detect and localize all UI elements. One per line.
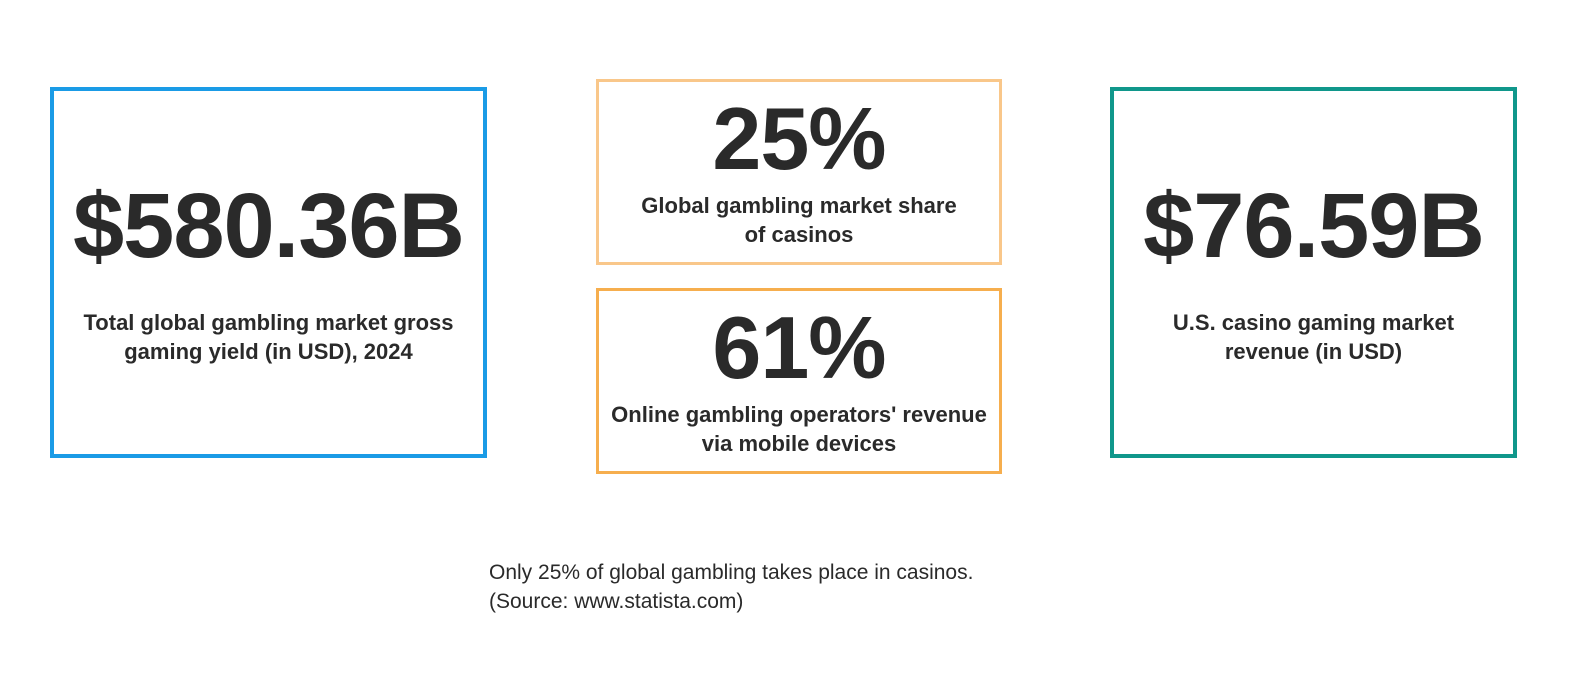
stat-label-total-market: Total global gambling market gross gamin… bbox=[83, 309, 454, 364]
stat-label-us-casino-revenue: U.S. casino gaming market revenue (in US… bbox=[1172, 309, 1455, 364]
stat-card-us-casino-revenue: $76.59B U.S. casino gaming market revenu… bbox=[1110, 87, 1517, 458]
stat-value-us-casino-revenue: $76.59B bbox=[1143, 174, 1485, 277]
stat-card-mobile-revenue: 61% Online gambling operators' revenue v… bbox=[596, 288, 1002, 474]
stat-value-casino-share: 25% bbox=[712, 89, 886, 188]
caption-text: Only 25% of global gambling takes place … bbox=[489, 561, 974, 584]
stat-card-casino-share: 25% Global gambling market share of casi… bbox=[596, 79, 1002, 265]
stat-value-mobile-revenue: 61% bbox=[712, 298, 886, 397]
caption: Only 25% of global gambling takes place … bbox=[489, 558, 1109, 616]
caption-source: (Source: www.statista.com) bbox=[489, 590, 744, 613]
stat-card-total-market: $580.36B Total global gambling market gr… bbox=[50, 87, 487, 458]
stat-label-mobile-revenue: Online gambling operators' revenue via m… bbox=[611, 402, 987, 456]
stat-label-casino-share: Global gambling market share of casinos bbox=[641, 193, 957, 247]
stat-value-total-market: $580.36B bbox=[73, 174, 465, 277]
